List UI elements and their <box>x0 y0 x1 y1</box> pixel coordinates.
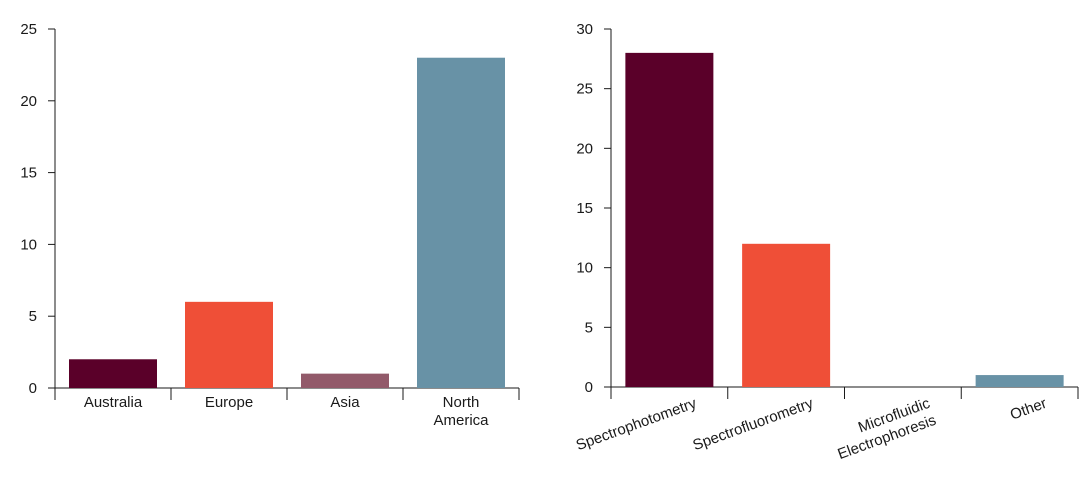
bar-europe <box>185 301 273 388</box>
x-tick-label: MicrofluidicElectrophoresis <box>829 395 939 463</box>
y-tick-label: 10 <box>20 236 37 253</box>
y-tick-label: 20 <box>20 93 37 110</box>
y-tick-label: 0 <box>585 379 593 396</box>
x-tick-label: Other <box>1008 395 1049 424</box>
chart-2: 0 5 10 15 20 25 30 SpectrophotometrySpectrofluo… <box>574 21 1079 463</box>
y-tick-label: 10 <box>576 260 593 277</box>
x-tick-label: North America <box>433 394 489 429</box>
y-tick-label: 5 <box>29 308 37 325</box>
bar-asia <box>301 373 389 388</box>
bar-spectrophotometry <box>625 52 714 387</box>
y-tick-label: 5 <box>585 319 593 336</box>
y-tick-label: 15 <box>20 165 37 182</box>
y-tick-label: 30 <box>576 21 593 38</box>
x-tick-label: Asia <box>330 394 360 411</box>
y-tick-label: 25 <box>20 21 37 38</box>
bar-north-america <box>417 57 505 388</box>
y-tick-label: 25 <box>576 81 593 98</box>
y-tick-label: 15 <box>576 200 593 217</box>
bar-australia <box>69 359 157 388</box>
bar-other <box>975 375 1064 387</box>
x-tick-label: Australia <box>84 394 143 411</box>
y-tick-label: 0 <box>29 380 37 397</box>
x-tick-label: Europe <box>205 394 253 411</box>
x-tick-label: Spectrofluorometry <box>691 395 816 454</box>
y-tick-label: 20 <box>576 140 593 157</box>
x-tick-label: Spectrophotometry <box>574 395 699 454</box>
bar-spectrofluorometry <box>742 243 831 387</box>
chart-1: 0 5 10 15 20 25 Australia Europe Asia North Americ… <box>20 21 520 429</box>
